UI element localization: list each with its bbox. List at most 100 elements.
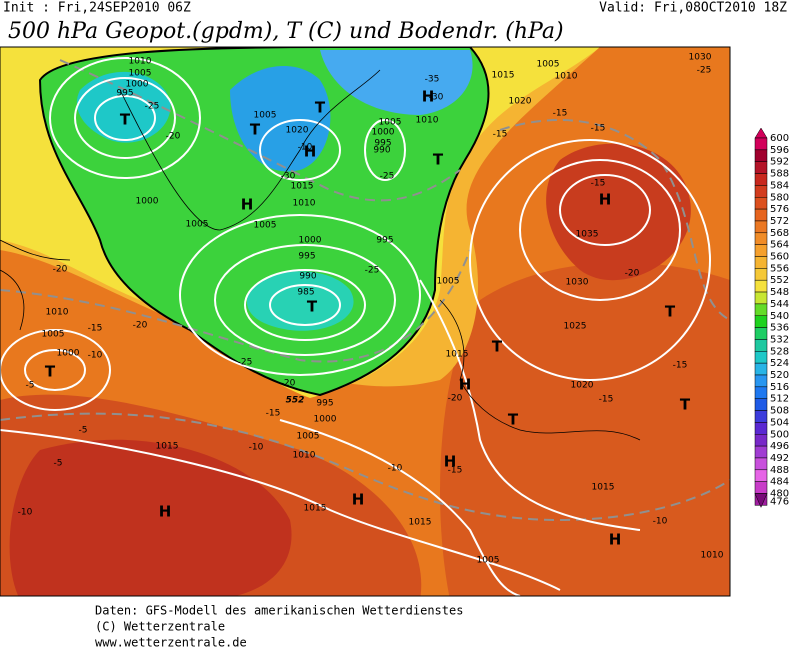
map-area: HHHHHHHHHTTTTTTTTTT101010051000995100510… [0, 47, 730, 596]
warm-core [9, 439, 292, 596]
isobar-label: 1010 [129, 57, 152, 67]
colorbar-label: 532 [770, 334, 789, 345]
isobar-label: 1010 [701, 551, 724, 561]
isobar-label: 1015 [409, 518, 432, 528]
isobar-label: 1010 [293, 199, 316, 209]
isobar-label: 1020 [286, 126, 309, 136]
pressure-center: T [492, 338, 503, 356]
isobar-label: 1010 [416, 116, 439, 126]
colorbar-swatch [754, 445, 768, 459]
colorbar-label: 596 [770, 145, 789, 156]
temperature-label: -10 [18, 508, 33, 518]
isobar-label: 1010 [46, 308, 69, 318]
colorbar-swatch [754, 469, 768, 482]
colorbar-swatch [754, 315, 768, 328]
isobar-label: 1020 [571, 381, 594, 391]
temperature-label: -25 [365, 266, 380, 276]
temperature-label: -30 [281, 172, 296, 182]
init-time: Init : Fri,24SEP2010 06Z [3, 1, 191, 16]
warm-zone [440, 262, 730, 596]
colorbar-label: 584 [770, 180, 789, 191]
colorbar-label: 588 [770, 169, 789, 180]
colorbar-swatch [754, 161, 768, 174]
temperature-label: -15 [448, 466, 463, 476]
temperature-label: -20 [281, 379, 296, 389]
temperature-label: -5 [26, 381, 35, 391]
colorbar-label: 600 [770, 133, 789, 144]
temperature-label: -5 [79, 426, 88, 436]
temperature-label: -15 [591, 124, 606, 134]
colorbar-swatch [754, 220, 768, 234]
colorbar-swatch [754, 339, 768, 352]
isobar-label: 1015 [492, 71, 515, 81]
colorbar-swatch [754, 268, 768, 281]
temperature-label: -15 [673, 361, 688, 371]
colorbar-swatch [754, 173, 768, 186]
colorbar-swatch [754, 327, 768, 340]
footer-url: www.wetterzentrale.de [95, 636, 247, 648]
colorbar-swatch [754, 457, 768, 471]
colorbar-label: 500 [770, 429, 789, 440]
isobar-label: 985 [297, 288, 314, 298]
temperature-label: -25 [697, 66, 712, 76]
coastlines [0, 69, 641, 441]
isobar-label: 1005 [379, 118, 402, 128]
pressure-center: T [250, 121, 261, 139]
colorbar-swatch [754, 398, 768, 411]
colorbar-label: 572 [770, 216, 789, 227]
isobar-label: 1005 [186, 220, 209, 230]
colorbar-swatch [754, 137, 768, 151]
isobar-label: 990 [373, 146, 390, 156]
isobar-label: 995 [374, 139, 391, 149]
colorbar-label: 476 [770, 496, 789, 507]
isobar-label: 1005 [537, 60, 560, 70]
colorbar-swatch [754, 410, 768, 423]
temperature-label: -25 [238, 358, 253, 368]
temperature-label: -20 [53, 265, 68, 275]
isobar-label: 995 [298, 252, 315, 262]
temperature-label: -15 [493, 130, 508, 140]
pressure-center: T [45, 363, 56, 381]
colorbar-label: 496 [770, 441, 789, 452]
map-labels: HHHHHHHHHTTTTTTTTTT101010051000995100510… [18, 53, 724, 566]
colorbar-swatch [754, 149, 768, 162]
isobars [0, 57, 711, 596]
colorbar-label: 580 [770, 192, 789, 203]
colorbar-label: 560 [770, 252, 789, 263]
isobar-label: 990 [299, 272, 316, 282]
isobar-label: 1000 [57, 349, 80, 359]
isobar-label: 1000 [126, 80, 149, 90]
colorbar-label: 552 [770, 275, 789, 286]
colorbar-swatch [754, 362, 768, 376]
isobar-label: 1005 [254, 111, 277, 121]
temperature-label: -15 [266, 409, 281, 419]
colorbar-label: 484 [770, 477, 789, 488]
temperature-label: -30 [429, 93, 444, 103]
isobar-label: 1010 [555, 72, 578, 82]
isobar-label: 1000 [299, 236, 322, 246]
isobar-label: 1015 [304, 504, 327, 514]
temperature-label: -20 [166, 132, 181, 142]
temperature-label: -20 [625, 269, 640, 279]
colorbar-label: 480 [770, 489, 789, 500]
colorbar-swatch [754, 303, 768, 316]
pressure-center: H [444, 453, 457, 471]
cold-core [320, 50, 473, 115]
map-frame [0, 46, 731, 597]
colorbar-label: 504 [770, 417, 789, 428]
temperature-label: -15 [553, 109, 568, 119]
colorbar-label: 512 [770, 394, 789, 405]
colorbar-swatch [754, 434, 768, 447]
pressure-center: H [241, 196, 254, 214]
isobar-label: 1035 [576, 230, 599, 240]
isobar-label: 1030 [566, 278, 589, 288]
colorbar-arrow-top [754, 127, 768, 139]
isobar-label: 1005 [477, 556, 500, 566]
colorbar-swatch [754, 422, 768, 435]
isobar-label: 1005 [437, 277, 460, 287]
isobar-label: 1020 [509, 97, 532, 107]
cold-core [76, 71, 171, 143]
colorbar-swatch [754, 185, 768, 198]
